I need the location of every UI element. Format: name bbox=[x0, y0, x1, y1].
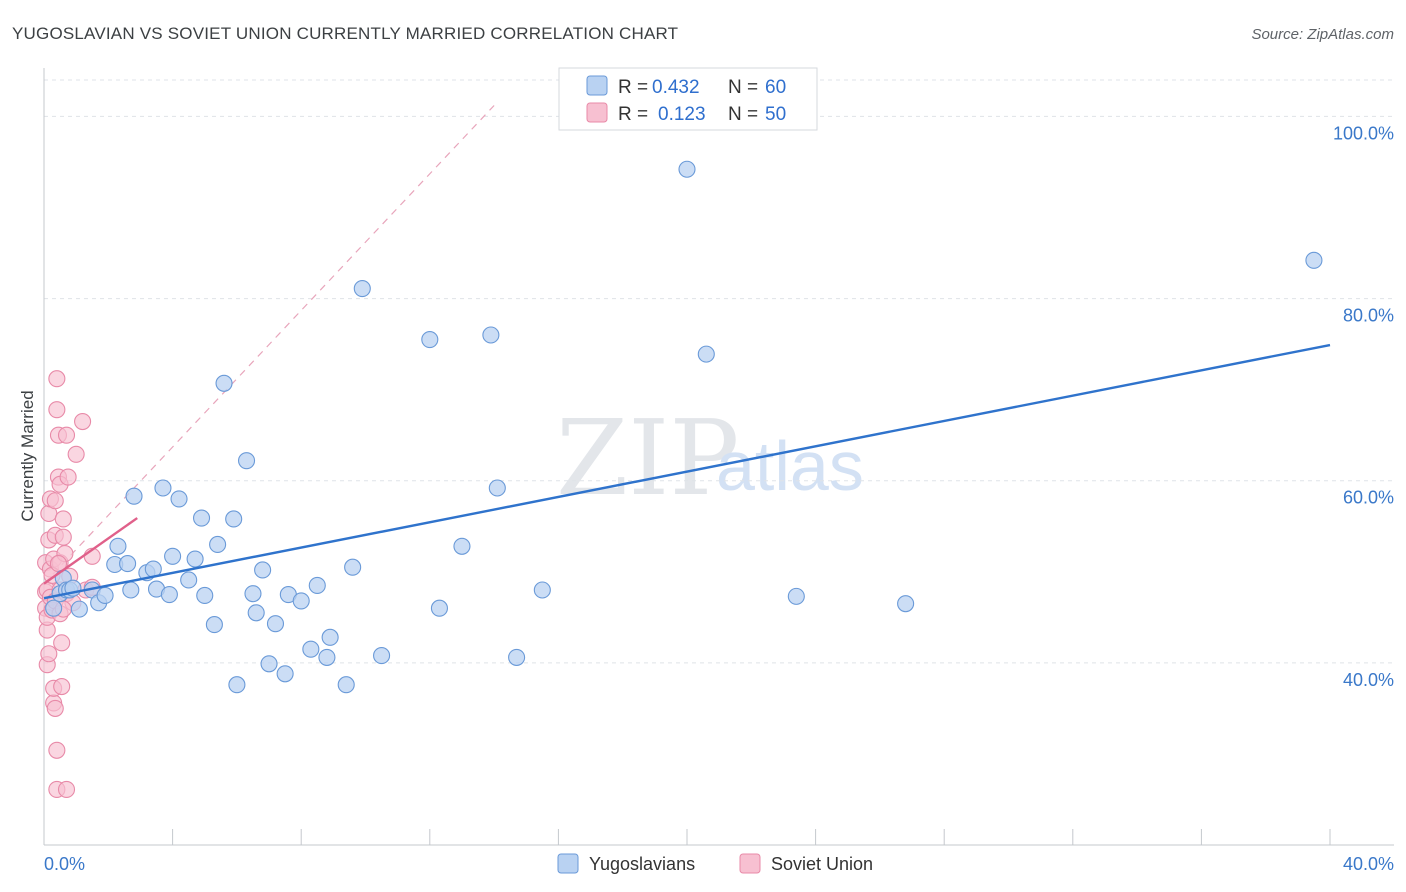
y-tick-label-1: 60.0% bbox=[1343, 488, 1394, 508]
legend-r-label-soviet-union: R = bbox=[618, 104, 648, 125]
point-yugoslavians-26 bbox=[205, 616, 223, 634]
point-yugoslavians-48 bbox=[421, 331, 439, 349]
legend-r-value-soviet-union: 0.123 bbox=[658, 104, 706, 125]
chart-source: Source: ZipAtlas.com bbox=[1251, 26, 1394, 43]
point-yugoslavians-18 bbox=[154, 479, 172, 497]
bottom-legend-label-soviet-union: Soviet Union bbox=[771, 854, 873, 874]
point-yugoslavians-57 bbox=[787, 587, 805, 605]
point-yugoslavians-39 bbox=[292, 592, 310, 610]
y-tick-labels: 40.0% 60.0% 80.0% 100.0% bbox=[1333, 123, 1394, 689]
yugoslavians-trend-line bbox=[43, 343, 1331, 600]
watermark: ZIP atlas bbox=[556, 397, 864, 519]
point-yugoslavians-6 bbox=[70, 600, 88, 618]
point-yugoslavians-22 bbox=[180, 571, 198, 589]
point-yugoslavians-40 bbox=[302, 640, 320, 658]
point-yugoslavians-12 bbox=[119, 555, 137, 573]
legend-n-label-yugoslavians: N = bbox=[728, 77, 758, 98]
point-yugoslavians-29 bbox=[225, 510, 243, 528]
point-yugoslavians-51 bbox=[482, 326, 500, 344]
point-yugoslavians-19 bbox=[160, 586, 178, 604]
point-soviet-union-22 bbox=[48, 401, 66, 419]
legend-swatch-soviet-union bbox=[586, 102, 608, 123]
point-yugoslavians-46 bbox=[353, 280, 371, 298]
trend-lines bbox=[43, 105, 495, 585]
point-yugoslavians-27 bbox=[209, 535, 227, 554]
x-tick-label-min: 0.0% bbox=[44, 854, 85, 874]
point-yugoslavians-53 bbox=[508, 648, 526, 666]
point-yugoslavians-23 bbox=[186, 550, 204, 568]
point-soviet-union-32 bbox=[54, 528, 72, 546]
legend-n-value-soviet-union: 50 bbox=[765, 104, 786, 125]
point-yugoslavians-56 bbox=[697, 345, 715, 363]
point-yugoslavians-24 bbox=[192, 509, 211, 527]
point-soviet-union-47 bbox=[40, 645, 58, 663]
point-soviet-union-21 bbox=[48, 370, 66, 388]
point-yugoslavians-0 bbox=[45, 599, 63, 617]
point-yugoslavians-49 bbox=[430, 599, 448, 617]
legend-n-value-yugoslavians: 60 bbox=[765, 77, 786, 98]
point-yugoslavians-42 bbox=[318, 648, 336, 666]
point-soviet-union-37 bbox=[59, 468, 77, 486]
point-yugoslavians-21 bbox=[170, 490, 188, 508]
point-yugoslavians-34 bbox=[254, 561, 272, 579]
point-yugoslavians-47 bbox=[373, 647, 391, 665]
legend-r-value-yugoslavians: 0.432 bbox=[652, 77, 700, 98]
point-yugoslavians-28 bbox=[215, 374, 233, 392]
point-yugoslavians-44 bbox=[337, 676, 355, 694]
point-soviet-union-45 bbox=[46, 699, 64, 717]
point-yugoslavians-50 bbox=[453, 537, 471, 555]
point-yugoslavians-14 bbox=[125, 487, 143, 505]
point-yugoslavians-59 bbox=[1305, 251, 1323, 269]
soviet-union-trend-extension bbox=[43, 105, 495, 585]
point-yugoslavians-32 bbox=[244, 585, 262, 603]
axes bbox=[43, 68, 1394, 846]
data-points bbox=[37, 160, 1331, 798]
legend-n-label-soviet-union: N = bbox=[728, 104, 758, 125]
watermark-zip: ZIP bbox=[556, 397, 739, 519]
point-soviet-union-40 bbox=[67, 445, 85, 463]
point-soviet-union-34 bbox=[57, 780, 76, 798]
point-yugoslavians-36 bbox=[266, 615, 285, 633]
point-soviet-union-19 bbox=[48, 741, 66, 759]
point-yugoslavians-37 bbox=[276, 665, 294, 683]
point-soviet-union-29 bbox=[53, 634, 71, 652]
point-yugoslavians-41 bbox=[308, 576, 326, 594]
point-yugoslavians-52 bbox=[488, 479, 506, 497]
point-yugoslavians-11 bbox=[109, 537, 127, 555]
point-yugoslavians-55 bbox=[678, 160, 696, 178]
point-soviet-union-36 bbox=[57, 426, 76, 444]
stats-legend: R = 0.432 N = 60 R = 0.123 N = 50 bbox=[558, 67, 818, 131]
point-yugoslavians-20 bbox=[164, 547, 182, 565]
y-tick-label-0: 40.0% bbox=[1343, 670, 1394, 690]
point-soviet-union-31 bbox=[54, 510, 72, 528]
y-tick-label-2: 80.0% bbox=[1343, 306, 1394, 326]
point-yugoslavians-45 bbox=[344, 558, 362, 576]
bottom-legend-swatch-soviet-union bbox=[739, 853, 761, 874]
point-yugoslavians-54 bbox=[533, 581, 551, 599]
point-soviet-union-30 bbox=[53, 677, 71, 696]
soviet-union-trend-line bbox=[43, 517, 138, 585]
point-yugoslavians-35 bbox=[260, 655, 278, 673]
y-axis-label: Currently Married bbox=[18, 390, 37, 521]
point-yugoslavians-30 bbox=[228, 676, 246, 694]
point-yugoslavians-13 bbox=[122, 581, 140, 599]
point-yugoslavians-58 bbox=[897, 595, 915, 613]
legend-swatch-yugoslavians bbox=[586, 75, 608, 96]
point-yugoslavians-33 bbox=[247, 604, 265, 622]
point-soviet-union-18 bbox=[46, 492, 64, 510]
point-soviet-union-41 bbox=[74, 412, 92, 431]
watermark-atlas: atlas bbox=[716, 427, 864, 505]
bottom-legend-swatch-yugoslavians bbox=[557, 853, 579, 874]
series-legend: Yugoslavians Soviet Union bbox=[557, 853, 873, 874]
point-yugoslavians-25 bbox=[196, 586, 214, 605]
bottom-legend-label-yugoslavians: Yugoslavians bbox=[589, 854, 695, 874]
x-tick-label-max: 40.0% bbox=[1343, 854, 1394, 874]
point-yugoslavians-9 bbox=[96, 586, 114, 605]
y-tick-label-3: 100.0% bbox=[1333, 123, 1394, 143]
chart-title: YUGOSLAVIAN VS SOVIET UNION CURRENTLY MA… bbox=[12, 24, 678, 43]
point-yugoslavians-43 bbox=[321, 628, 339, 646]
legend-r-label-yugoslavians: R = bbox=[618, 77, 648, 98]
point-yugoslavians-31 bbox=[237, 452, 256, 470]
